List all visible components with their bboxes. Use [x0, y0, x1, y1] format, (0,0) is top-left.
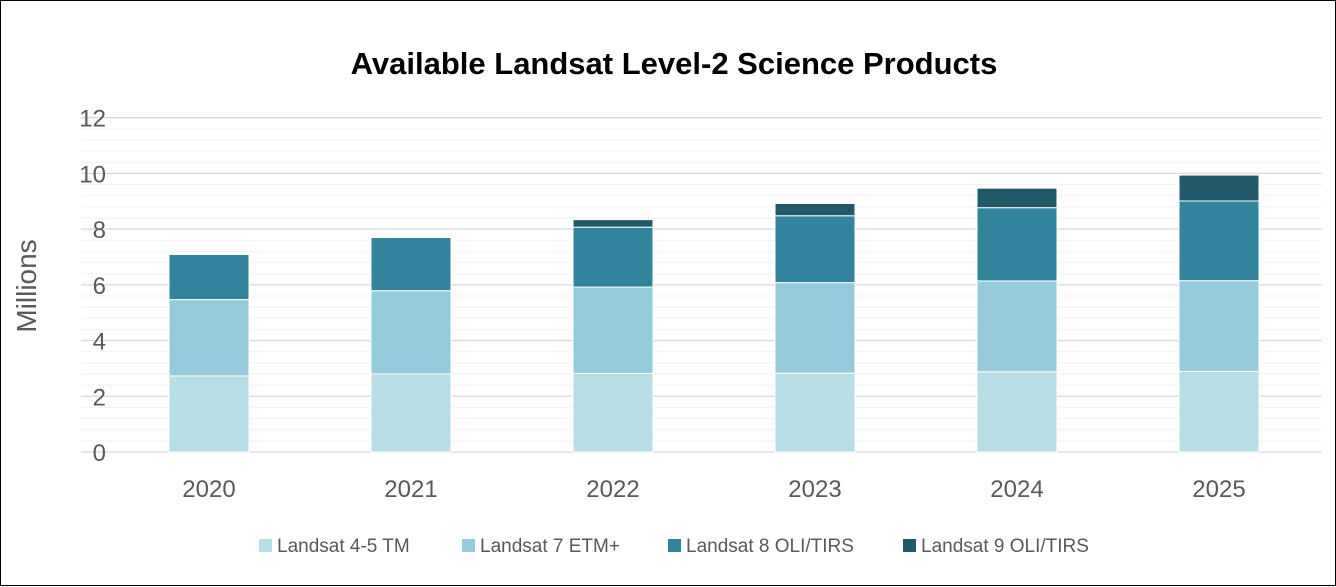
y-tick-label: 8: [93, 217, 106, 244]
x-tick-label: 2022: [586, 476, 639, 503]
y-tick-label: 10: [79, 161, 106, 188]
legend-label: Landsat 4-5 TM: [277, 536, 410, 557]
y-tick-label: 6: [93, 273, 106, 300]
x-tick-label: 2021: [384, 476, 437, 503]
y-axis-label: Millions: [11, 239, 42, 332]
x-tick-label: 2023: [788, 476, 841, 503]
bar-2025-series-1: [1178, 370, 1260, 453]
bar-2020-series-1: [168, 375, 250, 453]
bar-2024-series-2: [976, 280, 1058, 373]
legend-swatch: [462, 539, 475, 552]
y-tick-label: 12: [79, 106, 106, 133]
bar-2023-series-3: [774, 215, 856, 284]
bar-2025-series-3: [1178, 200, 1260, 282]
bar-2024-series-1: [976, 371, 1058, 453]
legend-label: Landsat 8 OLI/TIRS: [686, 536, 854, 557]
chart-title: Available Landsat Level-2 Science Produc…: [351, 46, 998, 81]
bar-2023-series-2: [774, 282, 856, 374]
bar-2022-series-4: [572, 219, 654, 228]
bar-2024-series-4: [976, 187, 1058, 209]
bar-2020-series-3: [168, 253, 250, 301]
x-tick-label: 2025: [1192, 476, 1245, 503]
legend-label: Landsat 9 OLI/TIRS: [921, 536, 1089, 557]
bar-2021-series-2: [370, 290, 452, 375]
bar-2021-series-3: [370, 236, 452, 292]
bar-2020-series-2: [168, 299, 250, 377]
legend-swatch: [903, 539, 916, 552]
bar-2025-series-4: [1178, 174, 1260, 202]
bar-2022-series-1: [572, 372, 654, 453]
legend-swatch: [259, 539, 272, 552]
y-tick-label: 0: [93, 440, 106, 467]
bar-2025-series-2: [1178, 280, 1260, 372]
x-tick-label: 2020: [182, 476, 235, 503]
x-tick-label: 2024: [990, 476, 1043, 503]
bar-2021-series-1: [370, 373, 452, 453]
bar-2022-series-3: [572, 226, 654, 288]
y-tick-label: 2: [93, 384, 106, 411]
legend-swatch: [668, 539, 681, 552]
legend-label: Landsat 7 ETM+: [480, 536, 620, 557]
y-tick-label: 4: [93, 329, 106, 356]
bar-2024-series-3: [976, 207, 1058, 282]
bar-2022-series-2: [572, 286, 654, 374]
bar-2023-series-1: [774, 372, 856, 453]
bar-2023-series-4: [774, 203, 856, 217]
